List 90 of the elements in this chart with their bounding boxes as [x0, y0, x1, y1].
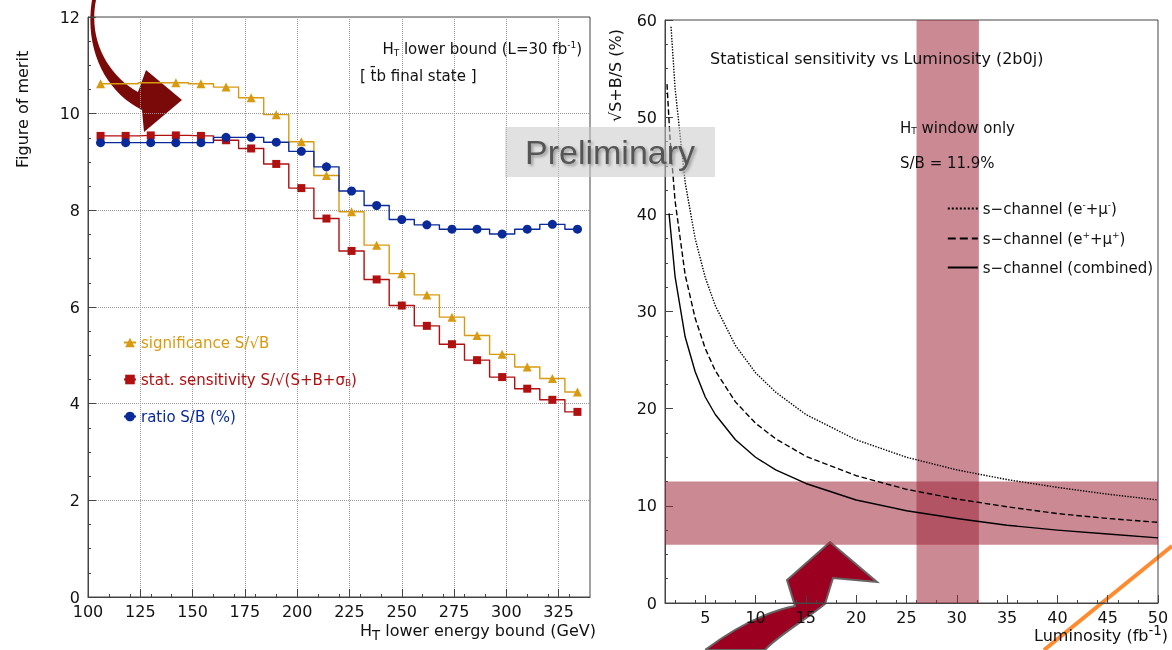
point — [447, 312, 457, 322]
x-tick-label: 5 — [700, 607, 711, 627]
annotation: [ t̄b final state ] — [360, 65, 477, 85]
point — [347, 246, 356, 255]
y-tick-label: 20 — [636, 399, 657, 419]
point — [221, 82, 231, 92]
point — [221, 132, 231, 142]
point — [422, 321, 431, 330]
point — [297, 184, 306, 193]
y-tick-label: 0 — [646, 593, 657, 613]
x-tick-label: 150 — [177, 601, 208, 621]
point — [146, 131, 155, 140]
point — [272, 159, 281, 168]
point — [572, 387, 582, 397]
point — [497, 229, 507, 239]
x-tick-label: 15 — [795, 607, 817, 627]
y-tick-label: 50 — [636, 107, 657, 127]
point — [372, 201, 382, 210]
point — [422, 220, 432, 230]
point — [473, 356, 482, 365]
point — [121, 138, 131, 148]
x-tick-label: 40 — [1047, 607, 1068, 627]
x-tick-label: 125 — [125, 601, 156, 621]
legend-label: s−channel (combined) — [982, 258, 1154, 277]
y-axis-title: √S+B/S (%) — [605, 28, 625, 122]
point — [547, 219, 557, 229]
y-tick-label: 60 — [636, 10, 657, 30]
point — [321, 162, 331, 172]
x-tick-label: 30 — [946, 607, 967, 627]
x-axis-title: H$_{T}$ lower energy bound (GeV) — [359, 620, 596, 646]
y-tick-label: 10 — [636, 496, 657, 516]
point — [321, 171, 331, 181]
point — [322, 214, 331, 223]
point — [372, 275, 381, 284]
point — [246, 93, 256, 103]
point — [296, 137, 306, 147]
point — [171, 138, 181, 148]
x-tick-label: 225 — [334, 601, 365, 621]
x-tick-label: 325 — [543, 601, 574, 621]
point — [196, 138, 206, 148]
point — [547, 374, 557, 384]
x-tick-label: 35 — [996, 607, 1018, 627]
x-tick-label: 20 — [845, 607, 867, 627]
legend-label: ratio S/B (%) — [141, 407, 236, 426]
y-tick-label: 10 — [59, 104, 80, 124]
point — [472, 224, 482, 234]
legend-label: significance S/√B — [141, 333, 270, 352]
point — [523, 384, 532, 393]
point — [472, 331, 482, 341]
legend-label: stat. sensitivity S/√(S+B+σB) — [141, 370, 357, 389]
y-tick-label: 30 — [636, 302, 657, 321]
point — [247, 144, 256, 153]
point — [271, 137, 281, 147]
point — [497, 349, 507, 359]
point — [522, 224, 532, 234]
point — [246, 132, 256, 142]
point — [447, 224, 457, 234]
x-tick-label: 45 — [1097, 607, 1118, 627]
y-axis-title: Figure of merit — [12, 50, 32, 168]
y-tick-label: 40 — [636, 204, 657, 224]
x-tick-label: 275 — [438, 601, 470, 621]
x-tick-label: 200 — [281, 601, 313, 621]
x-tick-label: 175 — [229, 601, 261, 621]
point — [96, 79, 106, 89]
x-tick-label: 25 — [896, 607, 917, 627]
point — [573, 407, 582, 416]
point — [498, 373, 507, 382]
legend-label: s−channel (e-+μ-) — [982, 199, 1117, 218]
y-tick-label: 2 — [69, 490, 80, 510]
point — [447, 340, 456, 349]
point — [96, 138, 106, 148]
y-tick-label: 4 — [69, 394, 80, 414]
y-tick-label: 6 — [69, 297, 80, 317]
point — [572, 224, 582, 234]
x-tick-label: 250 — [386, 601, 418, 621]
point — [548, 395, 557, 404]
annotation: HT window only — [900, 118, 1016, 137]
point — [196, 79, 206, 89]
y-tick-label: 8 — [69, 200, 80, 220]
point — [397, 301, 406, 310]
legend-label: s−channel (e++μ+) — [982, 229, 1126, 248]
point — [397, 215, 407, 225]
point — [171, 131, 180, 140]
y-tick-label: 12 — [59, 7, 80, 27]
point — [146, 138, 156, 148]
point — [347, 186, 357, 196]
point — [347, 207, 357, 217]
point — [372, 240, 382, 250]
point — [296, 146, 306, 156]
x-tick-label: 300 — [491, 601, 522, 621]
